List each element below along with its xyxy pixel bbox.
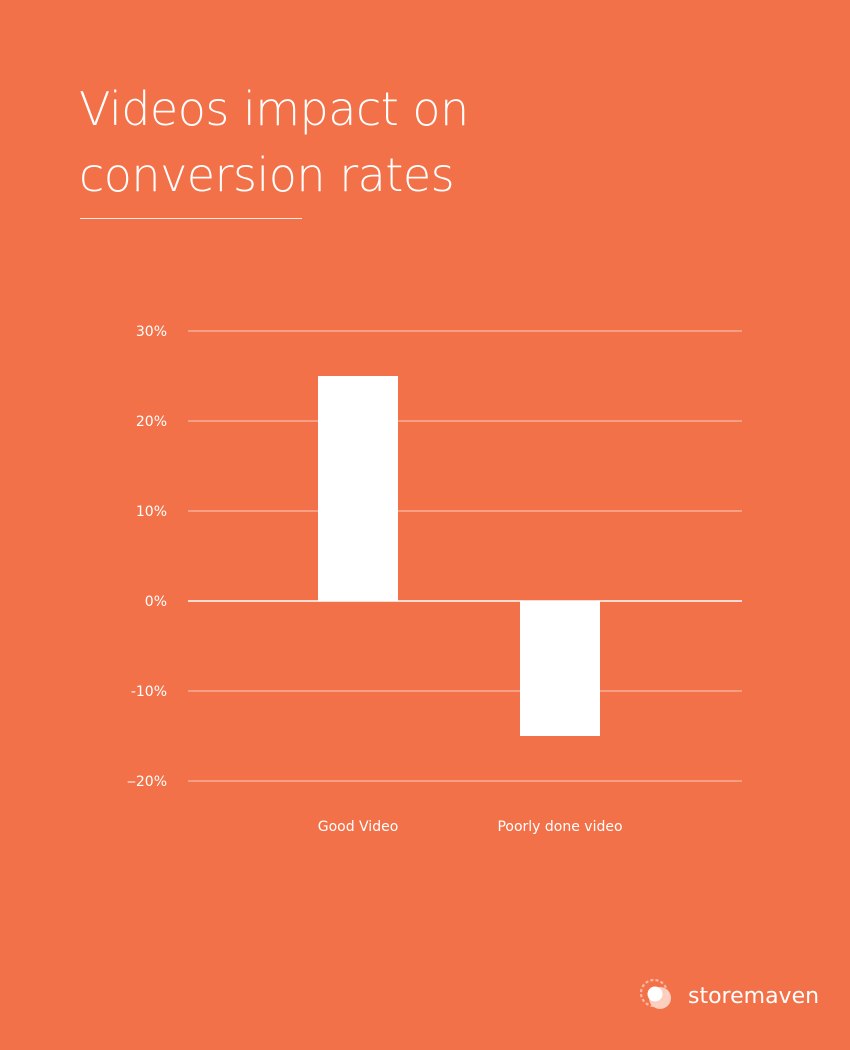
title-line-1: Videos impact on	[79, 82, 469, 136]
y-tick-label: 20%	[136, 414, 167, 430]
y-tick-label: ‒20%	[127, 774, 167, 790]
x-tick-label: Poorly done video	[497, 819, 622, 835]
page-title: Videos impact on conversion rates	[79, 76, 679, 208]
y-tick-label: 30%	[136, 324, 167, 340]
storemaven-logo-icon	[639, 978, 671, 1009]
brand-name: storemaven	[688, 984, 820, 1009]
y-tick-label: 10%	[136, 504, 167, 520]
bar	[318, 376, 398, 601]
title-line-2: conversion rates	[79, 148, 455, 202]
bar	[520, 601, 600, 736]
y-tick-label: 0%	[145, 594, 167, 610]
title-underline	[80, 218, 302, 219]
x-tick-label: Good Video	[318, 819, 399, 835]
brand-logo: storemaven	[636, 972, 826, 1022]
y-tick-label: -10%	[131, 684, 167, 700]
